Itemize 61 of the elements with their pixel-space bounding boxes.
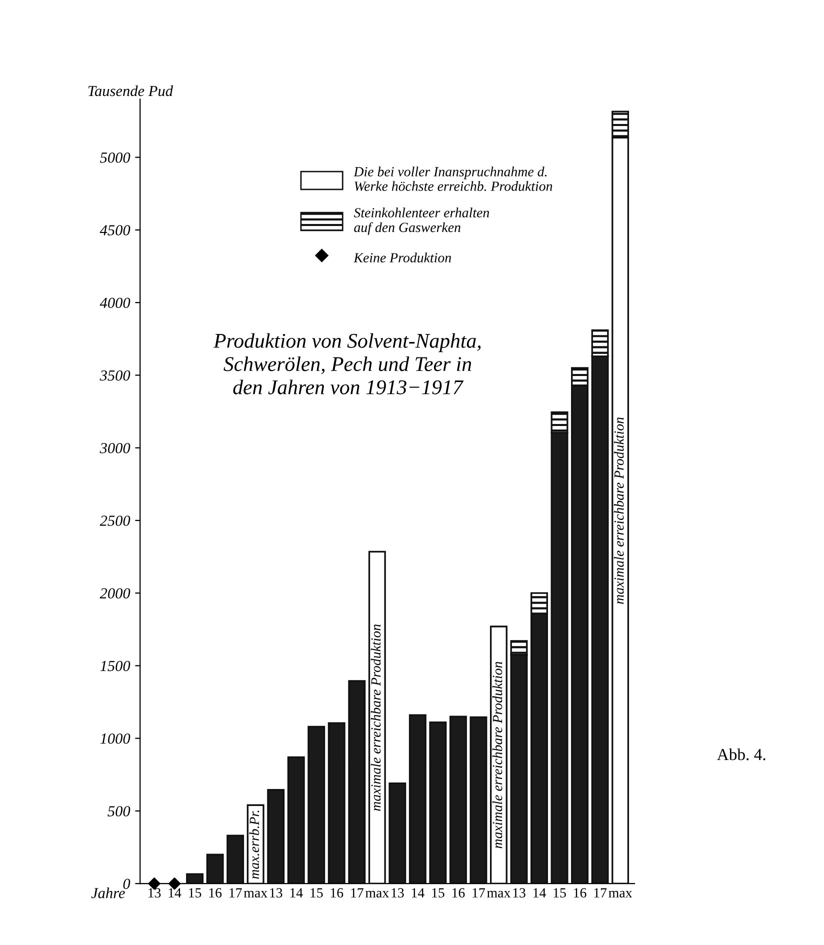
legend-label: Steinkohlenteer erhalten auf den Gaswerken bbox=[354, 208, 490, 235]
x-tick-label: 16 bbox=[452, 888, 465, 898]
x-tick-label: 15 bbox=[189, 888, 202, 898]
bar bbox=[226, 834, 244, 884]
bar bbox=[328, 722, 346, 884]
bar bbox=[186, 873, 204, 884]
bar bbox=[388, 782, 406, 884]
y-tick-label: 2500 bbox=[100, 516, 130, 526]
x-tick-label: 13 bbox=[148, 888, 161, 898]
y-tick-label: 2000 bbox=[100, 588, 130, 599]
y-tick-label: 500 bbox=[108, 806, 130, 816]
x-tick-label: 14 bbox=[412, 888, 424, 898]
bar bbox=[368, 550, 386, 884]
x-tick-label: 15 bbox=[310, 888, 323, 898]
y-tick-label: 1000 bbox=[100, 733, 130, 744]
x-tick-label: 13 bbox=[270, 888, 282, 898]
bar bbox=[490, 626, 508, 884]
y-tick-label: 3000 bbox=[100, 442, 130, 454]
data-label: max.errb.Pr. bbox=[249, 810, 260, 879]
x-tick-label: 17 bbox=[351, 888, 364, 898]
x-tick-label: max bbox=[365, 890, 389, 898]
bar bbox=[449, 716, 467, 884]
bar bbox=[206, 854, 224, 884]
legend-label: Die bei voller Inanspruchnahme d. Werke höchste erreichb. Produktion bbox=[354, 166, 552, 191]
x-tick-label: 13 bbox=[392, 888, 404, 898]
data-label: maximale erreichbare Produktion bbox=[492, 662, 502, 848]
y-tick-label: 4500 bbox=[100, 225, 130, 236]
x-tick-label: max bbox=[487, 890, 511, 898]
y-axis-title: Tausende Pud bbox=[88, 85, 174, 96]
x-tick-label: 14 bbox=[290, 888, 303, 898]
x-tick-label: 16 bbox=[330, 888, 344, 898]
bar bbox=[429, 722, 447, 884]
x-axis-title: Jahre bbox=[91, 887, 125, 898]
x-tick-label: 15 bbox=[432, 888, 444, 898]
y-tick-label: 0 bbox=[123, 878, 130, 890]
text: Produktion von Solvent-Naphta, Schwerölen, Pech und Teer in den Jahren von 1913−1917 bbox=[213, 333, 481, 394]
y-tick-label: 1500 bbox=[100, 660, 130, 672]
bar bbox=[287, 756, 305, 884]
x-tick-label: 17 bbox=[230, 888, 242, 898]
bar bbox=[308, 726, 326, 884]
bar bbox=[267, 789, 285, 884]
y-tick-label: 3500 bbox=[100, 370, 130, 381]
x-tick-label: 15 bbox=[554, 888, 566, 898]
x-tick-label: 14 bbox=[534, 888, 546, 898]
x-tick-label: max bbox=[244, 890, 268, 898]
bar bbox=[408, 714, 426, 884]
caption: Abb. 4. bbox=[716, 748, 766, 760]
data-label: maximale erreichbare Produktion bbox=[614, 418, 624, 604]
bar bbox=[470, 716, 488, 884]
data-label: maximale erreichbare Produktion bbox=[370, 624, 381, 811]
x-tick-label: 13 bbox=[513, 888, 526, 898]
x-tick-label: max bbox=[608, 890, 632, 898]
y-tick-label: 5000 bbox=[100, 152, 130, 163]
x-tick-label: 17 bbox=[594, 888, 607, 898]
x-tick-label: 17 bbox=[472, 888, 486, 898]
x-tick-label: 14 bbox=[168, 888, 182, 898]
x-tick-label: 16 bbox=[574, 888, 586, 898]
bar bbox=[348, 680, 366, 884]
y-tick-label: 4000 bbox=[100, 298, 130, 308]
legend-label: Keine Produktion bbox=[354, 252, 451, 262]
x-tick-label: 16 bbox=[209, 888, 222, 898]
